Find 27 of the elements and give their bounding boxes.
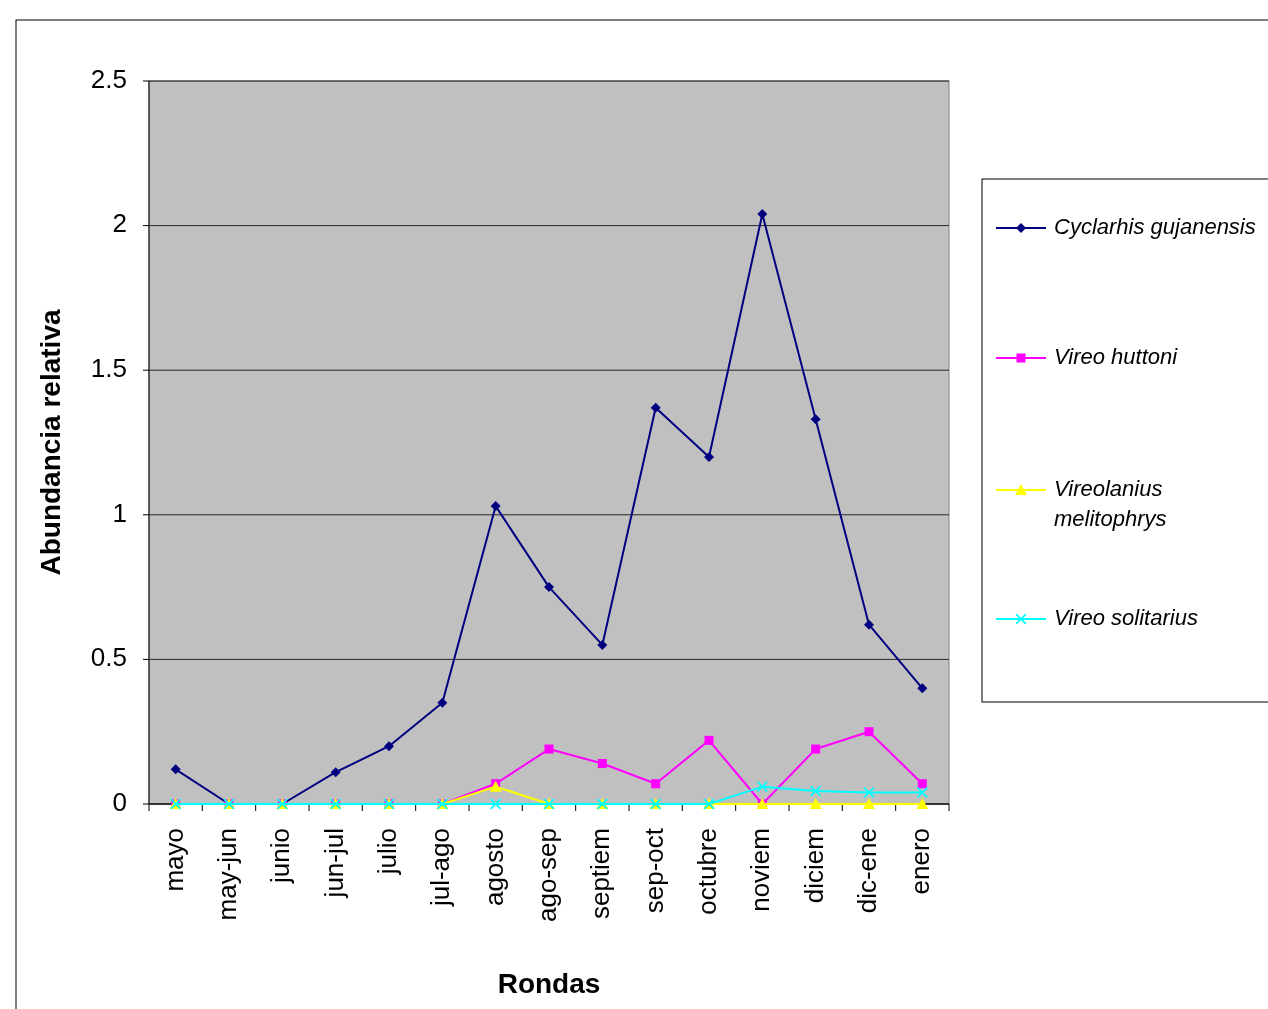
y-tick-label: 2.5 [90,63,127,94]
y-tick-label: 0.5 [90,642,127,673]
y-tick-label: 0 [112,786,127,817]
y-axis-title: Abundancia relativa [35,309,66,576]
x-tick-label: diciem [798,828,829,904]
legend-label: Vireo solitarius [1054,604,1198,630]
legend-label: Cyclarhis gujanensis [1054,213,1256,239]
x-tick-label: octubre [691,828,722,915]
x-tick-label: dic-ene [851,828,882,914]
legend-label: Vireolanius melitophrys [1054,475,1167,531]
x-tick-label: jul-ago [425,828,456,908]
x-tick-label: enero [905,828,936,895]
y-tick-label: 1.5 [90,353,127,384]
y-tick-label: 2 [112,208,127,239]
x-tick-label: may-jun [211,828,242,921]
x-tick-label: agosto [478,828,509,907]
x-tick-label: julio [371,828,402,876]
x-tick-label: ago-sep [531,828,562,922]
x-tick-label: mayo [158,828,189,892]
x-tick-label: junio [265,828,296,884]
x-tick-label: noviem [745,828,776,912]
x-tick-label: septiem [585,828,616,920]
y-tick-label: 1 [112,497,127,528]
legend-label: Vireo huttoni [1054,343,1179,369]
x-axis-title: Rondas [497,968,601,999]
x-tick-label: sep-oct [638,827,669,914]
x-tick-label: jun-jul [318,828,349,899]
